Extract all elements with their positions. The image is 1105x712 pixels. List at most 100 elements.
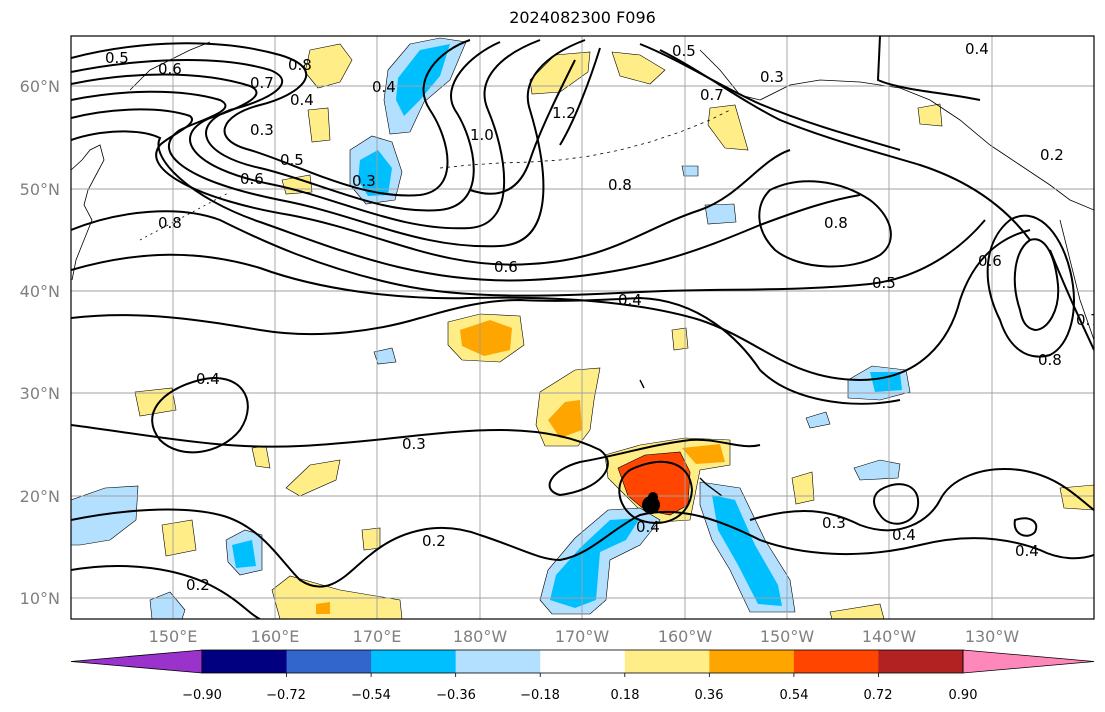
colorbar-segment: [455, 650, 541, 673]
lon-label: 150°W: [760, 627, 815, 646]
positive-anomaly-area: [671, 327, 689, 351]
lon-label: 150°E: [149, 627, 198, 646]
contour-line: [71, 565, 261, 619]
lat-label: 50°N: [20, 180, 60, 199]
shaded-field-layer: [71, 37, 1094, 619]
contour-label: 0.6: [494, 258, 518, 276]
contour-label: 0.4: [636, 518, 660, 536]
contour-label: 0.5: [280, 151, 304, 169]
positive-anomaly-core: [682, 444, 725, 464]
contour-label: 0.8: [158, 214, 182, 232]
contour-line: [876, 36, 981, 101]
lon-label: 170°E: [353, 627, 402, 646]
negative-anomaly-area: [71, 485, 139, 546]
colorbar-tick-label: −0.90: [182, 688, 222, 703]
contour-line: [1049, 249, 1094, 351]
contour-label: 0.5: [672, 42, 696, 60]
contour-label: 0.8: [824, 214, 848, 232]
lat-label: 10°N: [20, 589, 60, 608]
colorbar-tick-label: −0.54: [351, 688, 391, 703]
contour-label: 0.8: [288, 56, 312, 74]
contour-line: [873, 483, 920, 525]
contour-line: [151, 377, 249, 454]
contour-line: [758, 180, 892, 268]
colorbar-tick-label: −0.72: [266, 688, 306, 703]
positive-anomaly-area: [611, 51, 666, 85]
colorbar: [70, 649, 1095, 677]
positive-anomaly-area: [829, 603, 885, 619]
contour-label: 1.0: [470, 126, 494, 144]
contour-label: 0.4: [965, 40, 989, 58]
contour-line: [1013, 238, 1060, 332]
negative-anomaly-area: [853, 459, 901, 481]
contour-label: 0.4: [372, 78, 396, 96]
map-frame: [70, 35, 1095, 620]
colorbar-segment: [286, 650, 372, 673]
contour-line: [71, 296, 901, 405]
longitude-labels: 150°E 160°E 170°E 180°W 170°W 160°W 150°…: [149, 627, 1020, 646]
colorbar-segment: [793, 650, 879, 673]
contour-label: 0.2: [422, 532, 446, 550]
colorbar-segment: [709, 650, 795, 673]
contour-label: 0.3: [760, 68, 784, 86]
contour-line: [469, 59, 576, 195]
contour-label: 0.8: [1038, 351, 1062, 369]
positive-anomaly-area: [161, 519, 197, 557]
contour-label: 0.2: [1040, 146, 1064, 164]
contour-line: [71, 508, 1094, 588]
colorbar-extend-min: [70, 649, 203, 674]
strong-negative-anomaly: [870, 372, 902, 392]
colorbar-tick-label: −0.18: [520, 688, 560, 703]
strong-negative-anomaly: [232, 540, 256, 568]
contour-labels: 0.5 0.6 0.7 0.8 0.4 0.3 0.5 0.6 0.8 0.3 …: [105, 40, 1094, 594]
latitude-labels: 10°N 20°N 30°N 40°N 50°N 60°N: [20, 77, 60, 608]
contour-label: 0.5: [872, 274, 896, 292]
contour-layer: [71, 36, 1094, 619]
positive-anomaly-area: [917, 103, 943, 127]
colorbar-tick-label: 0.54: [780, 688, 809, 703]
positive-anomaly-core: [316, 602, 330, 614]
contour-label: 0.6: [240, 170, 264, 188]
colorbar-segment: [202, 650, 288, 673]
lat-label: 40°N: [20, 282, 60, 301]
contour-line: [659, 49, 1031, 241]
lat-label: 30°N: [20, 384, 60, 403]
lon-label: 180°W: [453, 627, 508, 646]
colorbar-tick-label: 0.90: [949, 688, 978, 703]
colorbar-segment: [371, 650, 457, 673]
contour-line: [71, 39, 586, 248]
positive-anomaly-area: [271, 575, 403, 619]
lon-label: 170°W: [555, 627, 610, 646]
aleutian-chain: [439, 109, 731, 169]
contour-label: 0.5: [105, 49, 129, 67]
contour-label: 0.3: [250, 121, 274, 139]
contour-label: 0.7: [700, 86, 724, 104]
lat-label: 20°N: [20, 487, 60, 506]
strong-negative-anomaly: [712, 495, 782, 606]
contour-line: [71, 210, 986, 297]
lon-label: 160°E: [251, 627, 300, 646]
strong-negative-anomaly: [358, 150, 392, 196]
asia-coastline: [71, 144, 105, 281]
contour-label: 1.2: [552, 104, 576, 122]
contour-line: [749, 468, 1094, 532]
positive-anomaly-area: [285, 459, 341, 497]
colorbar-extend-max: [962, 649, 1095, 674]
contour-label: 0.3: [822, 514, 846, 532]
negative-anomaly-area: [704, 203, 737, 225]
storm-center-marker-top: [648, 492, 658, 502]
contour-line: [71, 41, 501, 212]
lon-label: 130°W: [965, 627, 1020, 646]
kuril-islands: [139, 191, 231, 241]
contour-line: [71, 39, 471, 197]
plot-title: 2024082300 F096: [509, 8, 656, 27]
contour-label: 0.6: [978, 252, 1002, 270]
hawaii-islands: [639, 379, 723, 497]
positive-anomaly-area: [791, 471, 815, 505]
contour-line: [639, 43, 901, 151]
positive-anomaly-area: [707, 104, 749, 151]
contour-line: [71, 39, 541, 230]
contour-label: 0.3: [402, 435, 426, 453]
contour-line: [71, 108, 791, 266]
